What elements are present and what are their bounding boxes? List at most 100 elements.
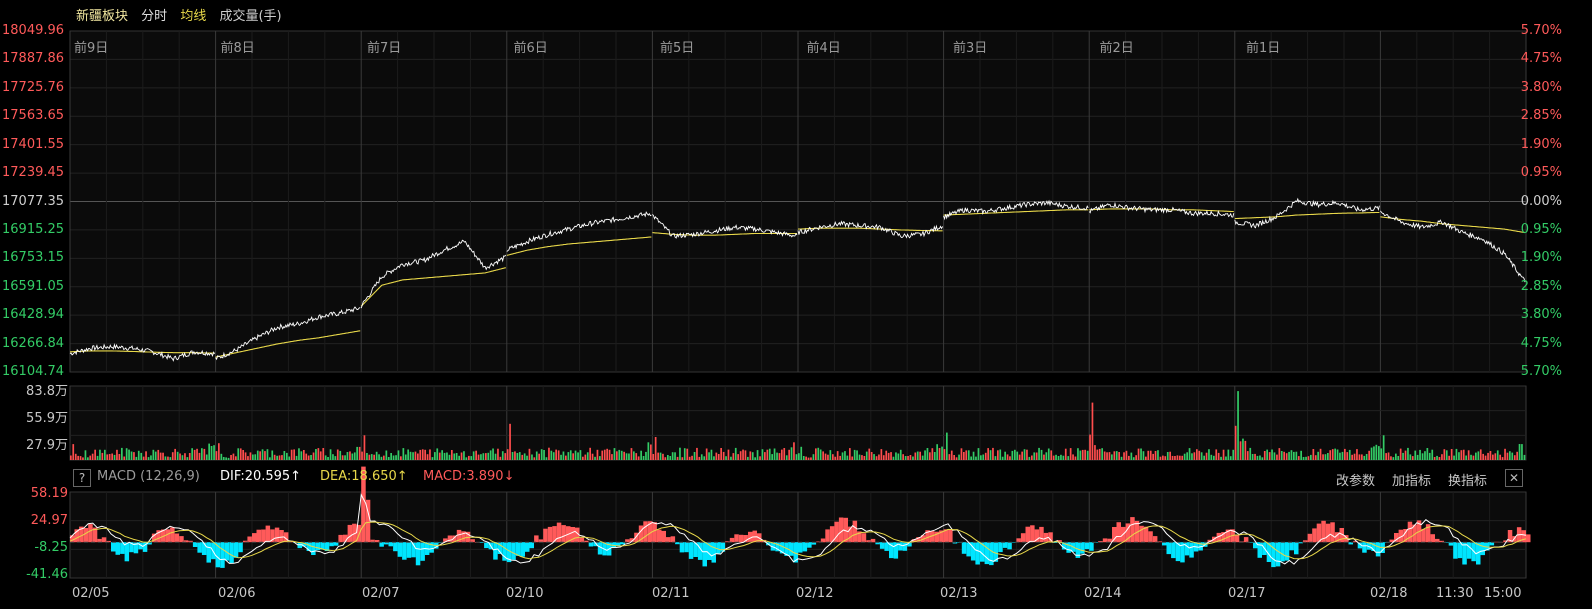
volume-bar	[1513, 455, 1516, 460]
volume-bar	[101, 452, 104, 460]
date-tick-label: 02/11	[652, 586, 690, 601]
volume-bar	[1081, 449, 1084, 460]
volume-bar	[487, 452, 490, 460]
volume-bar	[982, 454, 985, 460]
price-tick-label: 17563.65	[2, 108, 65, 124]
volume-bar	[766, 449, 769, 460]
macd-bar	[970, 542, 976, 561]
macd-bar	[1448, 542, 1454, 546]
volume-bar	[688, 456, 691, 460]
volume-bar	[953, 455, 955, 460]
volume-bar	[841, 452, 844, 460]
volume-bar	[739, 451, 742, 460]
macd-bar	[1503, 540, 1508, 543]
macd-bar	[456, 529, 462, 543]
volume-bar	[608, 449, 611, 460]
volume-bar	[742, 449, 744, 460]
volume-bar	[1057, 456, 1060, 460]
macd-bar	[1157, 541, 1162, 543]
tab-volume[interactable]: 成交量(手)	[219, 9, 282, 24]
volume-bar	[72, 444, 75, 460]
volume-bar	[545, 457, 548, 460]
volume-bar	[1040, 449, 1043, 460]
volume-bar	[431, 457, 434, 460]
volume-bar	[810, 457, 812, 460]
price-line-day-8	[1234, 197, 1380, 229]
macd-bar	[106, 540, 111, 543]
volume-bar	[679, 447, 681, 460]
volume-bar	[562, 451, 565, 460]
macd-bar	[1453, 542, 1458, 559]
volume-bar	[873, 454, 875, 460]
price-line-day-0	[69, 342, 215, 362]
macd-bar	[1180, 542, 1185, 563]
volume-bar	[771, 454, 773, 460]
tab-avg[interactable]: 均线	[180, 9, 207, 24]
add-indicator-button[interactable]: 加指标	[1392, 474, 1432, 489]
volume-bar	[147, 457, 150, 460]
volume-bar	[1402, 452, 1404, 460]
macd-bar	[1507, 530, 1513, 543]
macd-bar	[1039, 526, 1044, 543]
volume-bar	[1193, 452, 1196, 460]
volume-bar	[407, 449, 409, 460]
volume-bar	[1001, 456, 1004, 460]
tab-minute[interactable]: 分时	[141, 9, 168, 24]
volume-bar	[271, 450, 274, 460]
volume-bar	[635, 453, 638, 460]
volume-bar	[858, 454, 861, 460]
macd-bar	[502, 542, 507, 561]
macd-bar	[975, 542, 980, 565]
volume-bar	[278, 455, 281, 460]
volume-bar	[145, 451, 147, 460]
macd-bar	[1353, 540, 1358, 543]
volume-bar	[681, 457, 684, 460]
volume-bar	[1390, 456, 1392, 460]
macd-bar	[748, 531, 753, 543]
volume-bar	[540, 449, 543, 460]
macd-bar	[515, 542, 521, 556]
volume-bar	[1011, 450, 1014, 460]
macd-bar	[1025, 526, 1030, 543]
volume-bar	[531, 454, 533, 460]
volume-bar	[671, 452, 674, 460]
macd-bar	[848, 526, 853, 543]
macd-bar	[829, 526, 835, 543]
edit-params-button[interactable]: 改参数	[1336, 474, 1376, 489]
macd-bar	[907, 542, 912, 547]
volume-bar	[645, 451, 647, 460]
volume-bar	[434, 452, 436, 460]
volume-bar	[315, 449, 317, 460]
macd-bar	[811, 542, 817, 545]
volume-bar	[458, 455, 460, 460]
volume-bar	[683, 448, 686, 460]
volume-bar	[538, 453, 540, 460]
volume-bar	[400, 456, 402, 460]
volume-bar	[1200, 452, 1203, 460]
volume-bar	[1096, 449, 1099, 460]
macd-bar	[802, 542, 808, 552]
volume-bar	[1356, 449, 1358, 460]
volume-bar	[543, 450, 545, 460]
volume-bar	[142, 456, 145, 460]
volume-bar	[730, 456, 732, 460]
volume-bar	[890, 452, 892, 460]
volume-bar	[303, 450, 305, 460]
macd-bar	[597, 542, 603, 555]
volume-bar	[1098, 448, 1101, 460]
volume-bar	[125, 448, 128, 460]
volume-bar	[164, 456, 167, 460]
volume-bar	[339, 450, 342, 460]
volume-bar	[965, 450, 968, 460]
macd-bar	[697, 542, 703, 560]
macd-bar	[151, 533, 157, 543]
macd-bar	[857, 531, 862, 543]
volume-bar	[977, 448, 980, 460]
volume-bar	[1378, 446, 1380, 460]
switch-indicator-button[interactable]: 换指标	[1448, 474, 1488, 489]
help-icon[interactable]: ?	[73, 469, 91, 487]
macd-bar	[1084, 542, 1090, 550]
volume-bar	[1285, 453, 1288, 460]
close-icon[interactable]: ✕	[1505, 469, 1523, 487]
